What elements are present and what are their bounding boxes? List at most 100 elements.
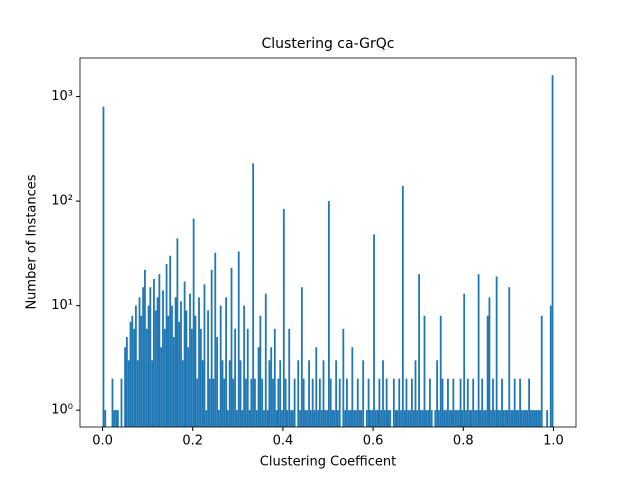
bar — [418, 274, 420, 427]
bar — [465, 410, 467, 427]
bar — [111, 378, 114, 427]
bar — [203, 284, 206, 427]
bar — [470, 410, 473, 427]
bar — [309, 410, 312, 427]
plot-frame — [79, 57, 577, 428]
bar — [481, 378, 484, 427]
bar — [362, 360, 365, 427]
bar — [308, 360, 310, 427]
bar — [535, 410, 538, 427]
bar — [293, 378, 296, 427]
bar — [459, 378, 462, 427]
bar — [189, 293, 191, 427]
bar — [456, 410, 458, 427]
bar — [214, 252, 217, 427]
bar — [526, 410, 529, 427]
x-tick-label: 0.0 — [92, 434, 113, 449]
bar — [338, 378, 341, 427]
bar — [300, 287, 303, 427]
bar — [190, 328, 193, 427]
bar — [355, 410, 357, 427]
bar — [151, 360, 154, 427]
bar — [423, 315, 426, 427]
bar — [349, 410, 352, 427]
bar — [165, 264, 168, 427]
bar — [282, 209, 285, 427]
bar — [337, 410, 339, 427]
bar — [259, 315, 262, 427]
y-tick-label: 10³ — [51, 89, 73, 104]
bar — [115, 410, 117, 427]
bar — [436, 360, 439, 427]
x-tick-label: 1.0 — [543, 434, 564, 449]
bar — [483, 410, 485, 427]
bar — [153, 278, 155, 427]
bar — [434, 410, 437, 427]
bar — [452, 378, 455, 427]
bar — [335, 360, 338, 427]
bar — [344, 410, 347, 427]
bar — [219, 305, 222, 427]
bar — [504, 410, 507, 427]
bar — [524, 410, 527, 427]
bar — [239, 360, 242, 427]
bar — [429, 378, 431, 427]
bar — [385, 378, 388, 427]
x-tick-label: 0.8 — [453, 434, 474, 449]
bar — [454, 410, 457, 427]
bar — [382, 360, 384, 427]
bar — [378, 378, 381, 427]
bar — [367, 378, 370, 427]
bar — [263, 410, 265, 427]
x-tick-label: 0.2 — [182, 434, 203, 449]
bar — [252, 163, 255, 427]
bar — [373, 234, 375, 427]
x-tick-label: 0.4 — [273, 434, 294, 449]
bar — [333, 410, 336, 427]
y-tick-label: 10⁰ — [51, 403, 73, 418]
bar — [438, 410, 440, 427]
bar — [221, 360, 224, 427]
bar — [549, 305, 552, 427]
bar — [223, 378, 226, 427]
bar — [102, 106, 105, 427]
bar — [246, 328, 249, 427]
bar — [383, 410, 386, 427]
bar — [104, 410, 107, 427]
bar — [508, 287, 511, 427]
bar — [133, 328, 136, 427]
bar — [531, 410, 534, 427]
bar — [502, 410, 505, 427]
bar — [410, 378, 413, 427]
bar — [329, 378, 332, 427]
bar — [537, 410, 540, 427]
bar — [371, 410, 374, 427]
bar — [113, 410, 116, 427]
bar — [510, 410, 512, 427]
bar — [261, 378, 264, 427]
bar — [522, 410, 525, 427]
bar — [360, 410, 363, 427]
bar — [178, 321, 181, 427]
bar — [392, 378, 395, 427]
bar — [181, 360, 184, 427]
bar — [270, 347, 273, 427]
bar — [228, 360, 231, 427]
bar — [158, 274, 161, 427]
bar — [264, 293, 267, 427]
bar — [210, 269, 213, 427]
bar — [416, 410, 419, 427]
bar — [140, 315, 143, 427]
bar — [212, 378, 215, 427]
bar — [180, 301, 182, 427]
bar — [234, 328, 237, 427]
bar — [490, 410, 493, 427]
bar — [466, 378, 469, 427]
bar — [167, 315, 170, 427]
bar — [248, 410, 251, 427]
bar — [369, 410, 372, 427]
bar — [441, 378, 444, 427]
bar — [468, 410, 471, 427]
bar — [414, 360, 417, 427]
